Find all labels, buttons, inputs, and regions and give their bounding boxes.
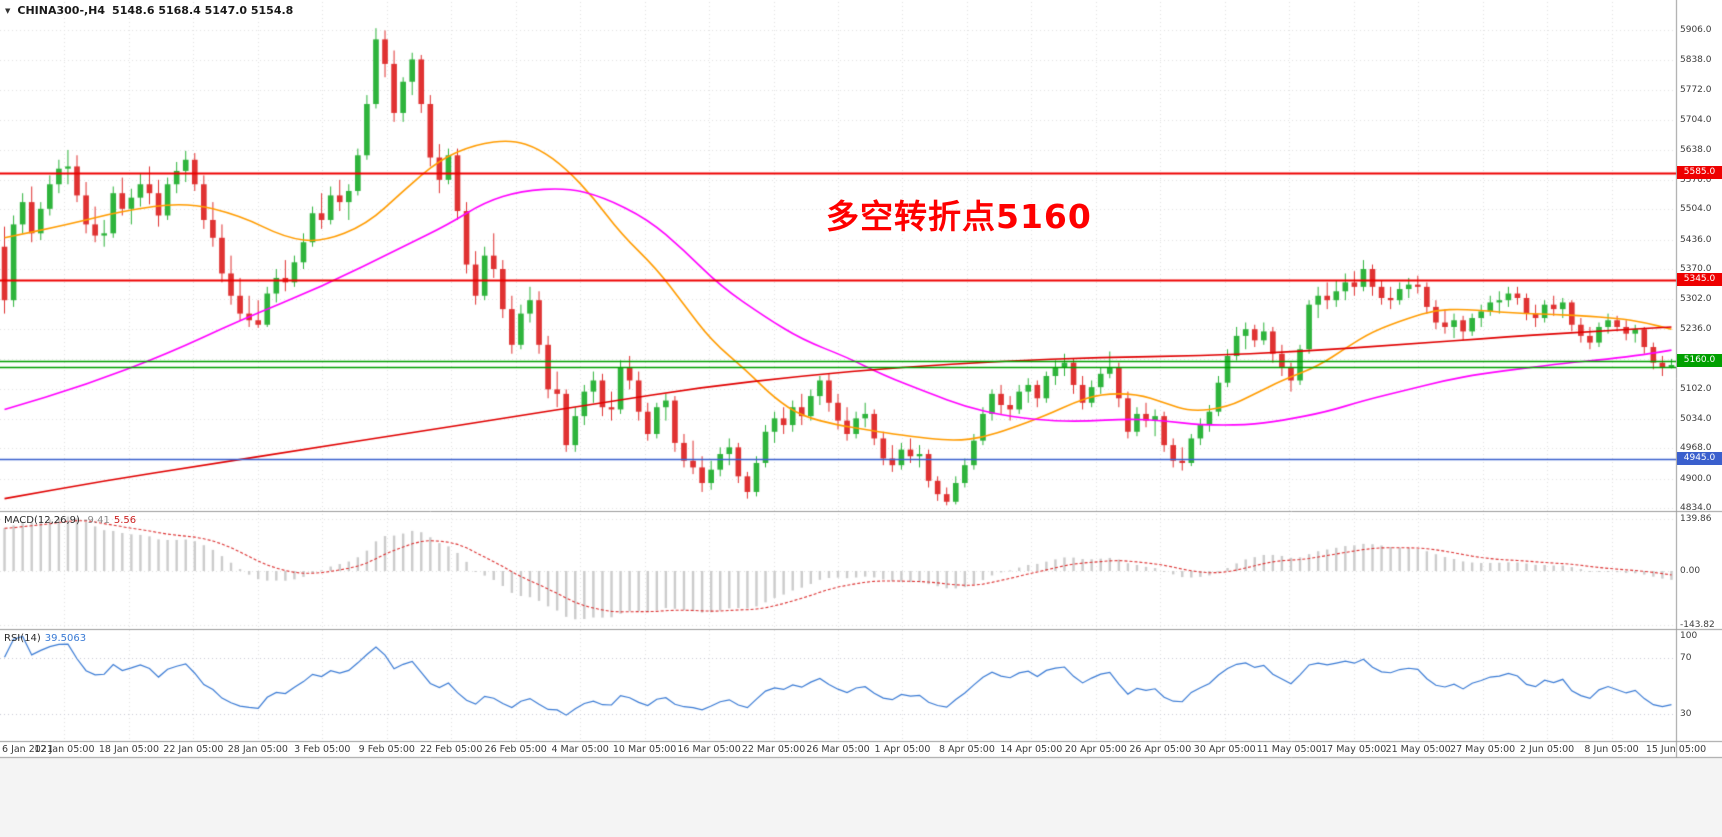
rsi-axis-label: 100 bbox=[1680, 631, 1698, 641]
price-axis-label: 5302.0 bbox=[1680, 294, 1712, 305]
time-axis-label: 28 Jan 05:00 bbox=[227, 744, 288, 755]
macd-indicator-label: MACD(12,26,9) -9.41 5.56 bbox=[4, 515, 140, 526]
price-axis-label: 4968.0 bbox=[1680, 443, 1712, 454]
symbol-timeframe-label: CHINA300-,H4 bbox=[17, 4, 106, 17]
rsi-axis-label: 30 bbox=[1680, 709, 1692, 719]
price-axis-label: 5236.0 bbox=[1680, 323, 1712, 334]
price-line-badge: 5345.0 bbox=[1677, 273, 1722, 287]
price-axis-label: 4834.0 bbox=[1680, 503, 1712, 513]
price-line-badge: 5585.0 bbox=[1677, 166, 1722, 180]
time-axis-label: 4 Mar 05:00 bbox=[551, 744, 609, 755]
ohlc-values: 5148.6 5168.4 5147.0 5154.8 bbox=[112, 4, 294, 17]
time-axis-label: 22 Mar 05:00 bbox=[741, 744, 806, 755]
price-axis-label: 5570.0 bbox=[1680, 174, 1712, 185]
time-axis-label: 17 May 05:00 bbox=[1321, 744, 1387, 755]
macd-axis-label: -143.82 bbox=[1680, 619, 1715, 630]
time-axis-label: 26 Feb 05:00 bbox=[484, 744, 547, 755]
time-axis-label: 18 Jan 05:00 bbox=[98, 744, 159, 755]
symbol-dropdown-icon[interactable]: ▼ bbox=[5, 6, 11, 15]
time-axis-label: 2 Jun 05:00 bbox=[1519, 744, 1575, 755]
price-axis-label: 5436.0 bbox=[1680, 234, 1712, 245]
price-axis-label: 5370.0 bbox=[1680, 264, 1712, 274]
time-axis-label: 14 Apr 05:00 bbox=[1000, 744, 1063, 755]
price-axis-label: 5838.0 bbox=[1680, 55, 1712, 66]
time-axis-label: 12 Jan 05:00 bbox=[34, 744, 95, 755]
time-axis-label: 1 Apr 05:00 bbox=[874, 744, 931, 755]
time-axis-label: 22 Jan 05:00 bbox=[163, 744, 224, 755]
rsi-axis-label: 70 bbox=[1680, 653, 1692, 663]
time-axis-label: 26 Apr 05:00 bbox=[1129, 744, 1192, 755]
macd-axis-label: 139.86 bbox=[1680, 513, 1712, 524]
price-axis-label: 5638.0 bbox=[1680, 144, 1712, 155]
macd-name: MACD(12,26,9) bbox=[4, 515, 80, 526]
time-axis-label: 27 May 05:00 bbox=[1450, 744, 1516, 755]
price-axis-label: 5906.0 bbox=[1680, 25, 1712, 35]
price-axis-label: 5772.0 bbox=[1680, 84, 1712, 95]
rsi-value: 39.5063 bbox=[44, 633, 87, 644]
time-axis-label: 10 Mar 05:00 bbox=[612, 744, 677, 755]
time-axis-label: 9 Feb 05:00 bbox=[358, 744, 415, 755]
time-axis-label: 22 Feb 05:00 bbox=[420, 744, 483, 755]
time-axis-label: 3 Feb 05:00 bbox=[294, 744, 351, 755]
macd-signal-value: 5.56 bbox=[113, 515, 137, 526]
price-axis-label: 5704.0 bbox=[1680, 115, 1712, 126]
chart-title-bar: ▼ CHINA300-,H4 5148.6 5168.4 5147.0 5154… bbox=[5, 4, 293, 17]
time-axis-label: 20 Apr 05:00 bbox=[1064, 744, 1127, 755]
time-axis-label: 26 Mar 05:00 bbox=[806, 744, 870, 755]
time-axis-label: 8 Jun 05:00 bbox=[1584, 744, 1639, 755]
price-axis-label: 5504.0 bbox=[1680, 204, 1712, 215]
price-line-badge: 5160.0 bbox=[1677, 354, 1722, 368]
price-line-badge: 4945.0 bbox=[1677, 451, 1722, 465]
time-axis-label: 8 Apr 05:00 bbox=[938, 744, 995, 755]
annotation-text: 多空转折点5160 bbox=[826, 197, 1092, 236]
price-axis-label: 4900.0 bbox=[1680, 473, 1712, 484]
time-axis-label: 15 Jun 05:00 bbox=[1645, 744, 1707, 755]
macd-main-value: -9.41 bbox=[83, 515, 110, 526]
time-axis-label: 16 Mar 05:00 bbox=[677, 744, 741, 755]
macd-axis-label: 0.00 bbox=[1680, 566, 1701, 576]
time-axis-label: 21 May 05:00 bbox=[1385, 744, 1451, 755]
time-axis-label: 11 May 05:00 bbox=[1256, 744, 1322, 755]
time-axis-label: 30 Apr 05:00 bbox=[1193, 744, 1256, 755]
price-axis-label: 5034.0 bbox=[1680, 413, 1712, 424]
price-axis-label: 5102.0 bbox=[1680, 383, 1712, 394]
rsi-indicator-label: RSI(14) 39.5063 bbox=[4, 633, 90, 644]
time-axis-label: 6 Jan 2021 bbox=[2, 744, 53, 755]
rsi-name: RSI(14) bbox=[4, 633, 41, 644]
